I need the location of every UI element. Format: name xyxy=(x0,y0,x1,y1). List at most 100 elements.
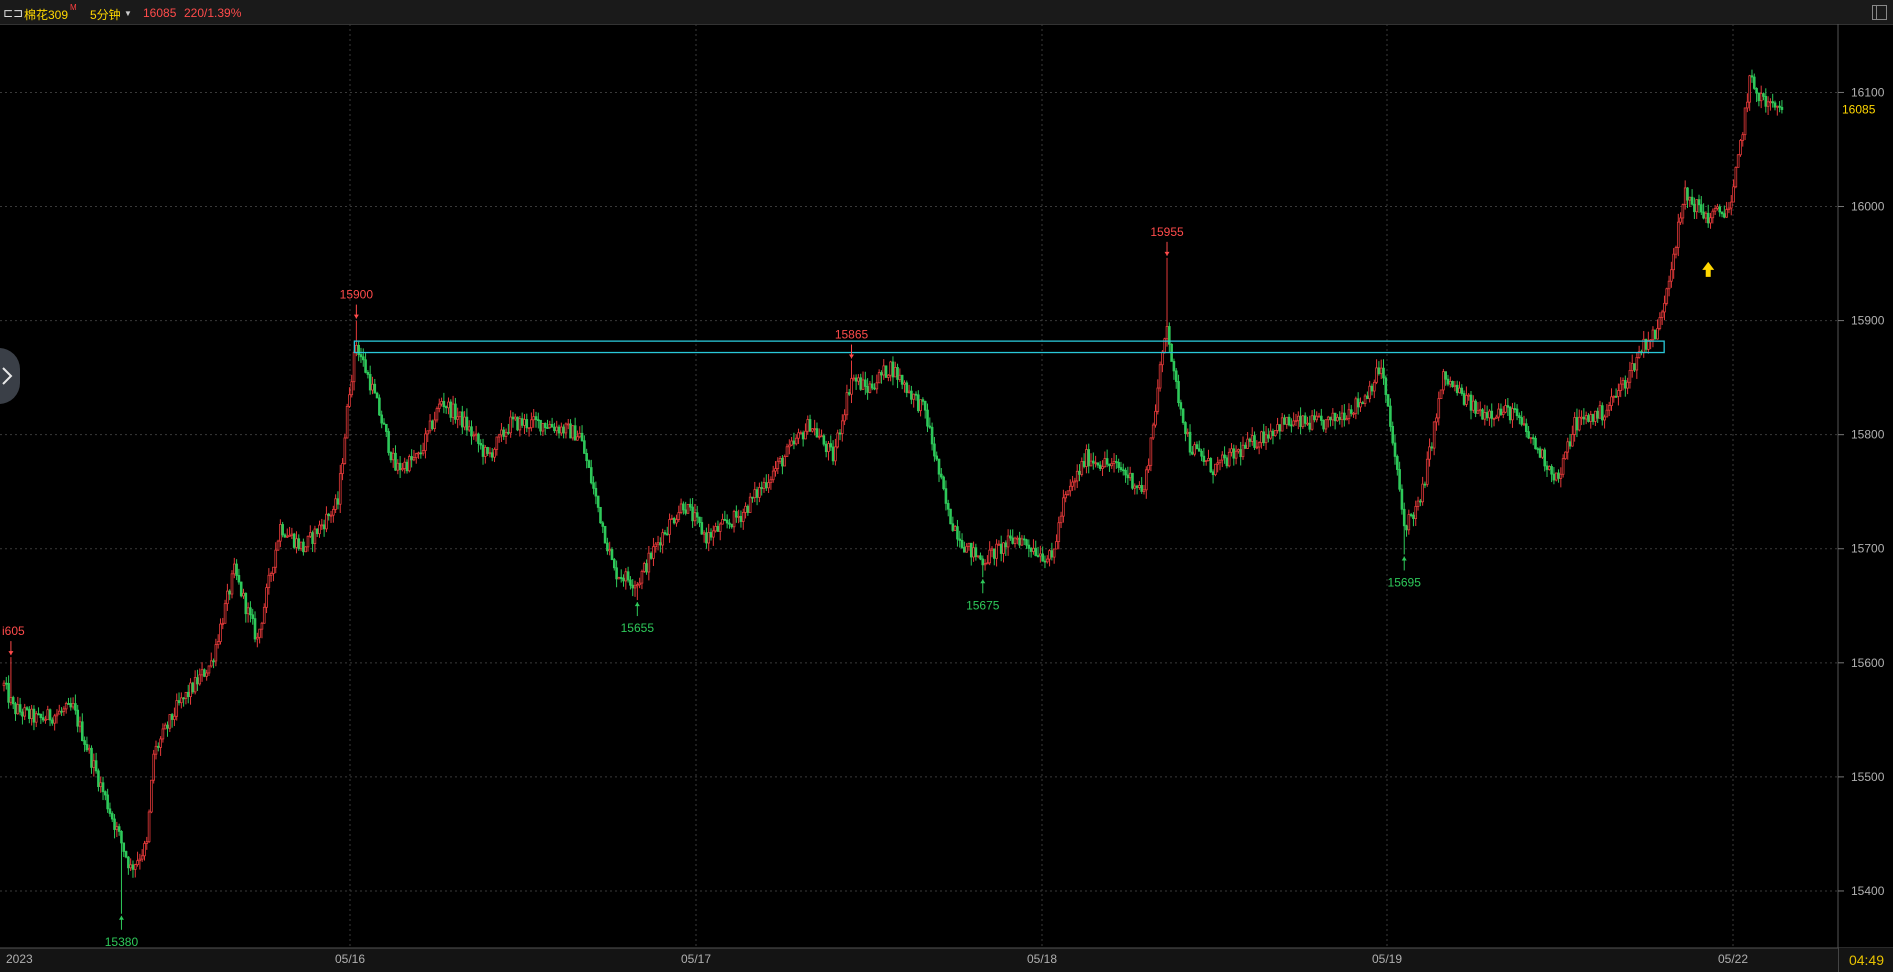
candle-body xyxy=(405,461,409,472)
candle-body xyxy=(1082,461,1086,467)
candle-body xyxy=(1734,166,1738,188)
period-selector[interactable]: 5分钟 xyxy=(90,8,121,22)
candle-body xyxy=(608,549,611,552)
candle-body xyxy=(1230,448,1233,453)
swing-label: 15380 xyxy=(105,935,139,949)
candle-body xyxy=(484,447,487,457)
candle-body xyxy=(1472,400,1475,411)
candle-body xyxy=(1066,490,1070,495)
candle-body xyxy=(34,713,38,723)
candle-body xyxy=(1055,541,1058,550)
candle-body xyxy=(1016,537,1019,540)
candle-body xyxy=(933,443,936,457)
window-restore-icon[interactable] xyxy=(1872,5,1887,20)
candle-body xyxy=(1391,426,1395,444)
candle-body xyxy=(1667,280,1671,290)
candle-body xyxy=(198,674,202,685)
candle-body xyxy=(1386,394,1390,407)
candle-body xyxy=(28,709,31,720)
candle-body xyxy=(1276,424,1279,431)
candle-body xyxy=(408,456,411,472)
candle-body xyxy=(1693,203,1696,213)
candle-body xyxy=(1262,431,1266,444)
candle-body xyxy=(1554,472,1558,481)
candle-body xyxy=(875,382,879,390)
candle-body xyxy=(716,526,720,532)
candle-body xyxy=(963,547,966,553)
candle-body xyxy=(129,864,132,869)
chevron-down-icon[interactable]: ▼ xyxy=(124,9,132,18)
candle-body xyxy=(1474,400,1477,414)
candle-body xyxy=(1186,431,1190,434)
candle-body xyxy=(23,707,27,717)
candle-body xyxy=(645,563,648,573)
candle-body xyxy=(1050,550,1054,558)
candle-body xyxy=(1133,485,1137,489)
candle-body xyxy=(1151,424,1155,439)
candle-body xyxy=(244,592,248,615)
candle-body xyxy=(735,511,738,518)
candle-body xyxy=(382,422,386,425)
candle-body xyxy=(864,379,867,387)
price-change: 220/1.39% xyxy=(184,6,242,20)
candle-body xyxy=(596,495,600,508)
candle-body xyxy=(698,516,701,523)
candle-body xyxy=(51,719,54,724)
candle-body xyxy=(394,452,397,471)
candle-body xyxy=(283,534,287,538)
candle-body xyxy=(1465,395,1468,405)
candle-body xyxy=(189,682,192,698)
candle-body xyxy=(456,416,459,420)
symbol-name[interactable]: 棉花309 xyxy=(24,8,69,22)
candle-body xyxy=(387,431,390,453)
logo-icon[interactable]: ⊏⊐ xyxy=(3,6,24,20)
candle-body xyxy=(930,426,934,445)
candle-body xyxy=(1706,212,1710,224)
candle-body xyxy=(1377,367,1381,375)
candle-body xyxy=(636,584,639,587)
candle-body xyxy=(1382,367,1385,379)
expand-panel-button[interactable] xyxy=(0,348,20,404)
candle-body xyxy=(1769,101,1772,104)
candle-body xyxy=(14,703,17,715)
candle-body xyxy=(203,669,206,677)
candle-body xyxy=(1697,199,1701,206)
candle-body xyxy=(557,426,561,434)
candle-body xyxy=(154,745,158,755)
candle-body xyxy=(942,476,945,490)
candle-body xyxy=(163,724,167,730)
candle-body xyxy=(566,423,570,426)
candle-body xyxy=(891,361,895,378)
candle-body xyxy=(281,524,284,536)
candle-body xyxy=(1490,410,1494,419)
candle-body xyxy=(1172,361,1176,372)
candle-body xyxy=(1741,134,1745,141)
candle-body xyxy=(553,426,556,432)
candle-body xyxy=(1587,415,1590,422)
candle-body xyxy=(1524,423,1528,433)
clock: 04:49 xyxy=(1838,948,1893,972)
candle-body xyxy=(790,440,793,446)
candle-body xyxy=(1034,547,1038,556)
candle-body xyxy=(1637,351,1641,358)
candle-body xyxy=(1416,500,1420,507)
price-tick-label: 16100 xyxy=(1851,85,1885,99)
candle-body xyxy=(1290,424,1293,427)
candle-body xyxy=(1702,211,1705,219)
candle-body xyxy=(1557,472,1560,479)
candle-body xyxy=(159,738,162,748)
candle-body xyxy=(1619,383,1623,391)
price-tick-label: 15500 xyxy=(1851,770,1885,784)
candle-body xyxy=(472,434,476,437)
swing-arrow-head xyxy=(980,579,986,584)
candle-body xyxy=(695,512,699,518)
candle-body xyxy=(1428,446,1431,460)
candle-body xyxy=(444,406,448,409)
candle-body xyxy=(1267,434,1270,439)
candle-body xyxy=(656,542,660,545)
candle-body xyxy=(677,512,681,520)
candle-body xyxy=(709,532,713,538)
candle-body xyxy=(1317,415,1321,418)
candle-body xyxy=(186,691,190,698)
